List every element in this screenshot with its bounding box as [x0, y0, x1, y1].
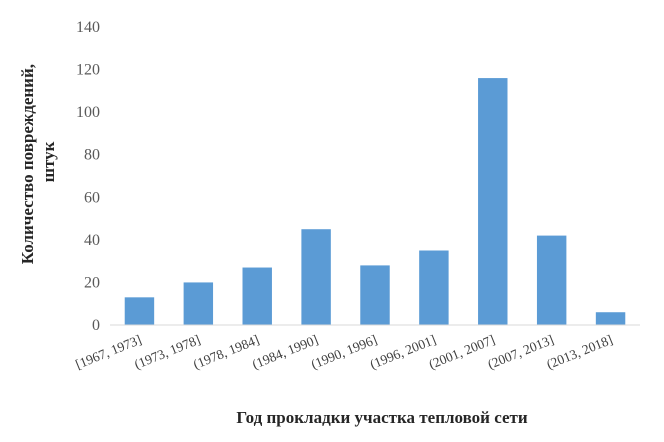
x-axis-title: Год прокладки участка тепловой сети	[236, 408, 528, 427]
x-tick-label: [1967, 1973]	[73, 332, 143, 372]
bar	[183, 282, 214, 325]
y-tick-label: 80	[84, 147, 100, 164]
bar	[301, 229, 331, 325]
y-axis-title: Количество повреждений, штук	[18, 60, 58, 265]
y-axis-ticks: 0 20 40 60 80 100 120 140	[76, 19, 100, 334]
y-axis-title-line-2: штук	[39, 141, 58, 182]
y-axis-title-line-1: Количество повреждений,	[18, 64, 37, 264]
x-tick-label: (1996, 2001]	[368, 332, 438, 372]
bar	[536, 235, 567, 325]
y-tick-label: 140	[76, 19, 100, 36]
bar	[419, 250, 449, 325]
x-tick-label: (1978, 1984]	[191, 332, 261, 372]
x-axis-ticks: [1967, 1973](1973, 1978](1978, 1984](198…	[73, 332, 614, 372]
x-tick-label: (1973, 1978]	[132, 332, 202, 372]
x-tick-label: (1990, 1996]	[309, 332, 379, 372]
bar	[360, 265, 390, 325]
x-tick-label: (2001, 2007]	[427, 332, 497, 372]
bar	[478, 78, 508, 325]
x-tick-label: (1984, 1990]	[250, 332, 320, 372]
y-tick-label: 120	[76, 62, 100, 79]
y-tick-label: 40	[84, 232, 100, 249]
y-tick-label: 60	[84, 189, 100, 206]
bars	[124, 78, 626, 325]
bar	[124, 297, 155, 325]
bar	[242, 267, 272, 325]
bar	[595, 312, 626, 325]
y-tick-label: 100	[76, 104, 100, 121]
y-tick-label: 20	[84, 274, 100, 291]
x-tick-label: (2013, 2018]	[544, 332, 614, 372]
y-tick-label: 0	[92, 317, 100, 334]
x-tick-label: (2007, 2013]	[486, 332, 556, 372]
